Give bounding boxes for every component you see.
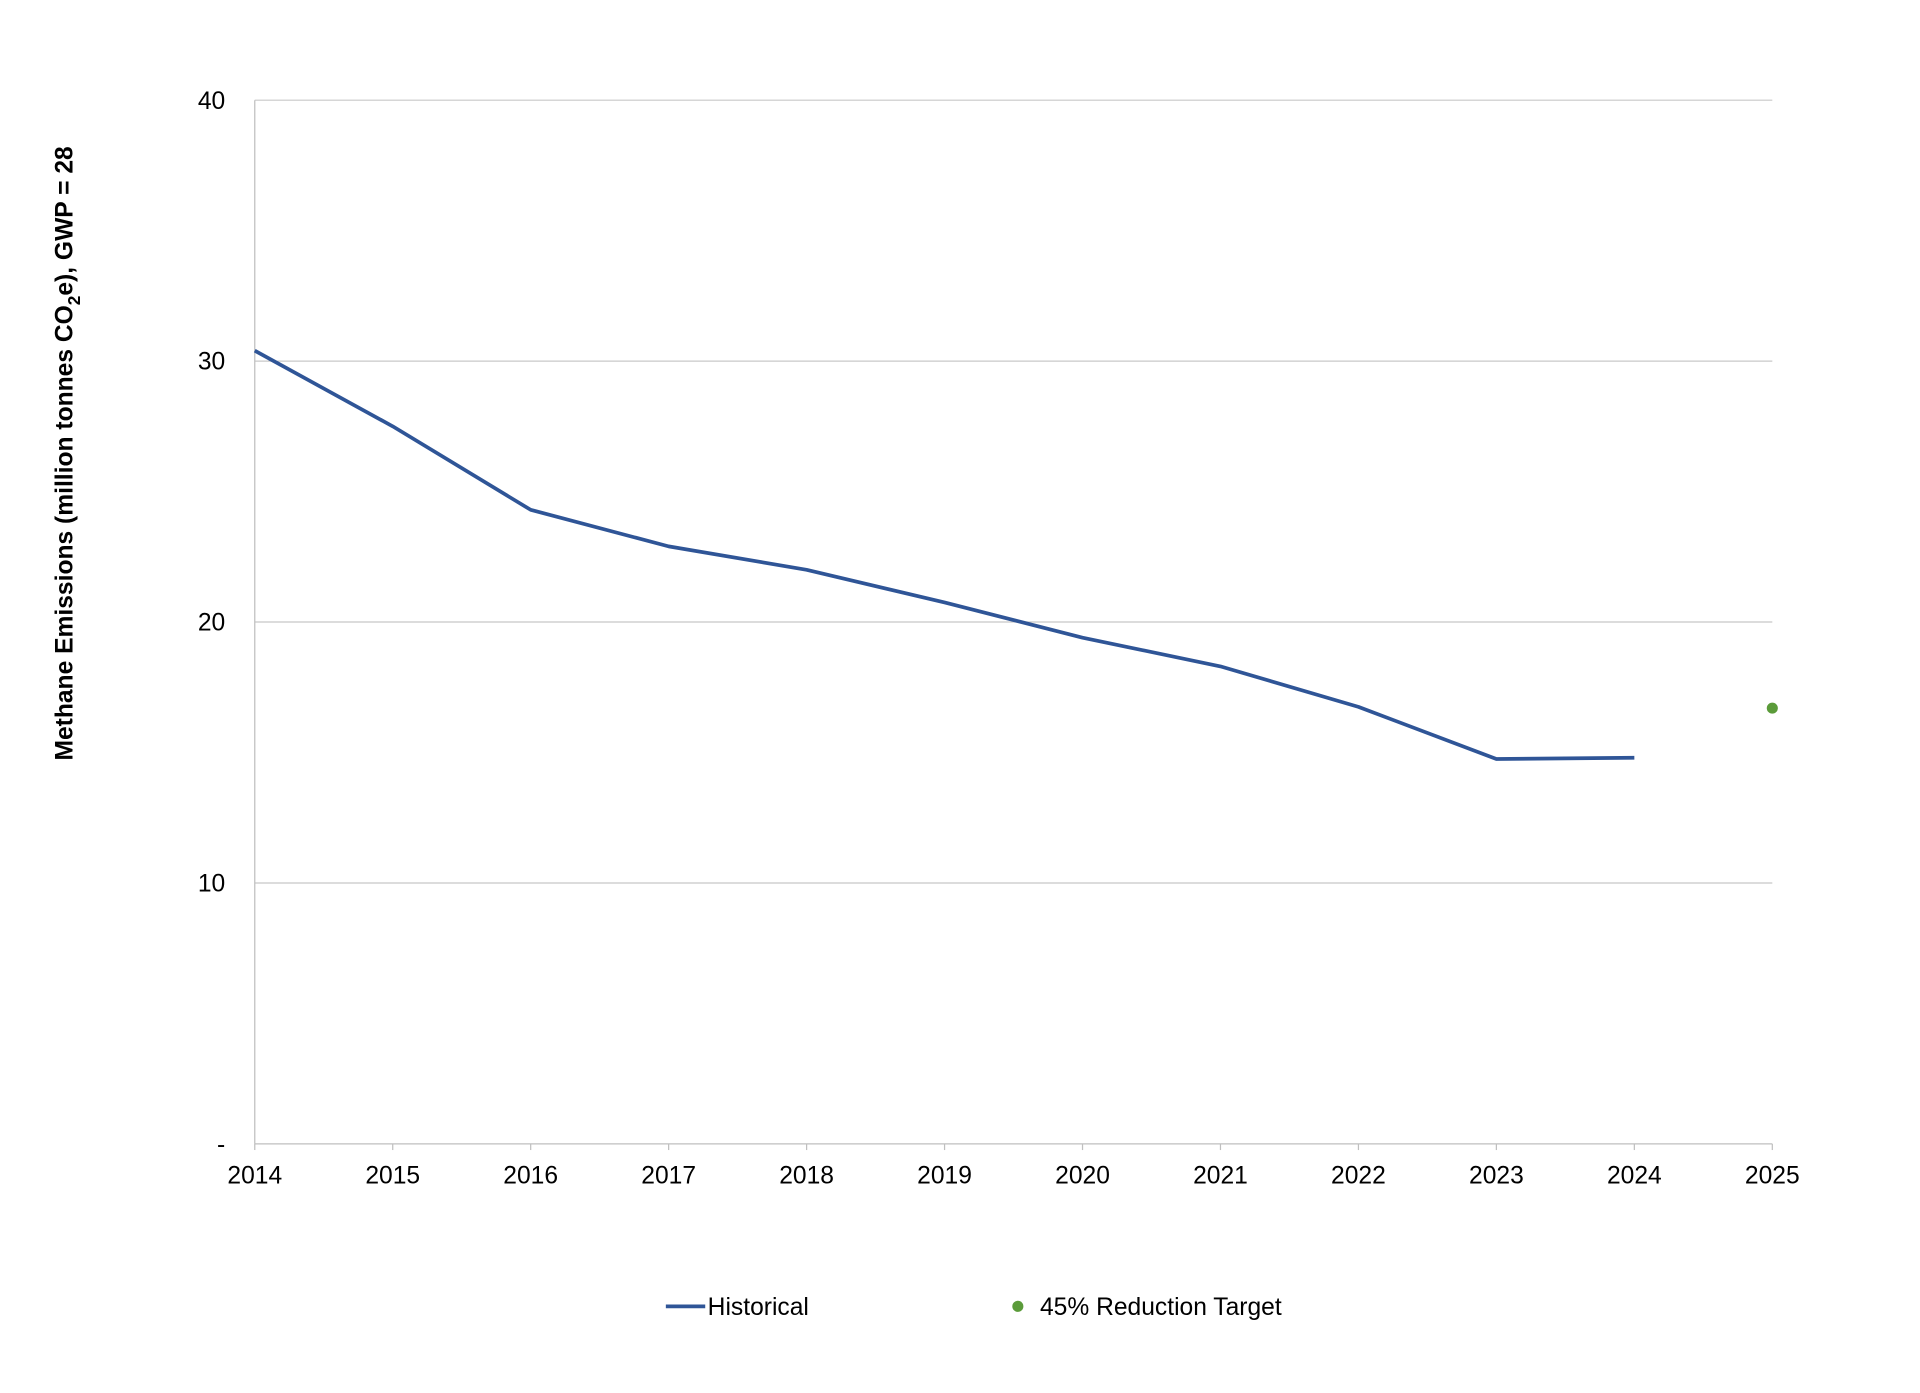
x-tick-label: 2017 [641,1162,696,1189]
y-tick-label: 10 [198,871,225,898]
series-line-historical [253,349,1635,761]
y-axis-label: Methane Emissions (million tonnes CO2e),… [52,146,84,760]
x-axis-ticks: 2014 2015 2016 2017 2018 2019 2020 2021 2022 2023… [227,1143,1800,1189]
x-tick-label: 2025 [1745,1162,1800,1189]
series-layer [253,349,1778,761]
target-point [1766,702,1778,714]
x-tick-label: 2020 [1055,1162,1110,1189]
legend-target-label: 45% Reduction Target [1040,1294,1282,1321]
y-axis-ticks: - 10 20 30 40 [198,88,225,1159]
legend: Historical 45% Reduction Target [665,1294,1282,1321]
x-tick-label: 2022 [1331,1162,1386,1189]
x-tick-label: 2014 [227,1162,282,1189]
y-tick-label: 30 [198,349,225,376]
y-tick-label: 40 [198,88,225,115]
x-tick-label: 2018 [779,1162,834,1189]
legend-target-swatch [1012,1300,1024,1312]
x-tick-label: 2021 [1193,1162,1248,1189]
legend-historical-label: Historical [708,1294,809,1321]
x-tick-label: 2024 [1607,1162,1662,1189]
y-tick-label: - [217,1131,225,1158]
x-tick-label: 2016 [503,1162,558,1189]
gridlines [254,99,1773,1145]
x-tick-label: 2019 [917,1162,972,1189]
y-tick-label: 20 [198,610,225,637]
x-tick-label: 2015 [365,1162,420,1189]
x-tick-label: 2023 [1469,1162,1524,1189]
